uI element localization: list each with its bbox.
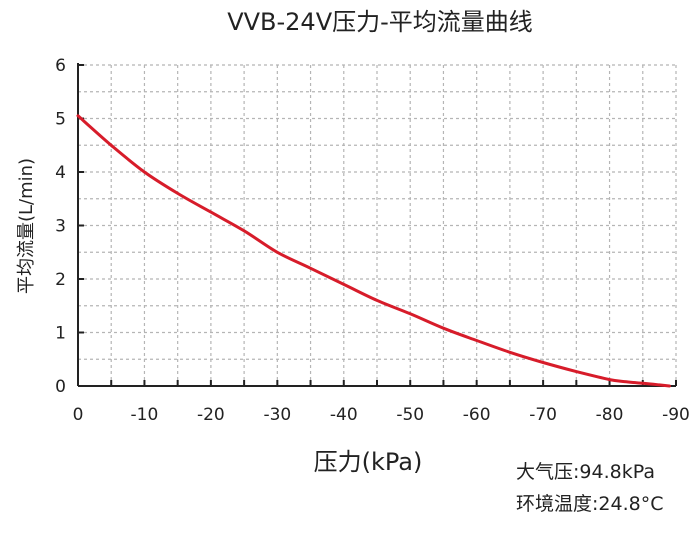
chart-title: VVB-24V压力-平均流量曲线 [227, 8, 533, 36]
grid [78, 64, 677, 386]
atmospheric-pressure-note: 大气压:94.8kPa [516, 461, 655, 483]
x-tick-label: 0 [73, 405, 84, 425]
ambient-temperature-note: 环境温度:24.8°C [516, 493, 663, 515]
y-tick-label: 6 [55, 56, 66, 76]
x-tick-label: -80 [596, 405, 624, 425]
x-tick-label: -30 [263, 405, 291, 425]
series-layer [76, 114, 671, 388]
x-tick-label: -60 [463, 405, 491, 425]
y-tick-label: 3 [55, 217, 66, 237]
x-tick-label: -70 [529, 405, 557, 425]
flow-curve-line [76, 114, 671, 388]
x-tick-labels: 0 -10 -20 -30 -40 -50 -60 -70 -80 -90 [73, 405, 690, 425]
x-axis-label: 压力(kPa) [314, 448, 423, 476]
x-tick-label: -40 [330, 405, 358, 425]
x-tick-label: -50 [396, 405, 424, 425]
y-tick-label: 5 [55, 110, 66, 130]
y-tick-label: 4 [55, 163, 66, 183]
y-tick-label: 0 [55, 377, 66, 397]
x-tick-label: -90 [662, 405, 690, 425]
y-tick-labels: 0 1 2 3 4 5 6 [55, 56, 66, 397]
y-tick-label: 2 [55, 270, 66, 290]
x-tick-label: -10 [131, 405, 159, 425]
y-axis-label: 平均流量(L/min) [16, 158, 37, 294]
x-tick-label: -20 [197, 405, 225, 425]
y-tick-label: 1 [55, 324, 66, 344]
